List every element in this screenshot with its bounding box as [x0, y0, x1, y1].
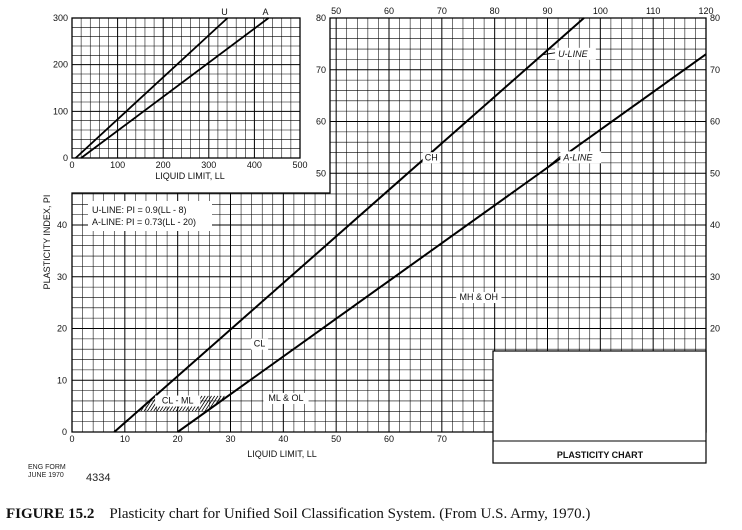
x-tick-bottom: 0 [69, 434, 74, 444]
chart-frames [71, 17, 707, 464]
y-tick-right: 60 [710, 117, 720, 127]
tick-labels: 0 10 20 30 40 50 60 70 50 60 70 80 90 100 110 120 0 10 20 3… [53, 6, 720, 444]
inset-series-label-u: U [221, 7, 228, 17]
hatch-line [137, 395, 139, 412]
figure-caption: FIGURE 15.2 Plasticity chart for Unified… [6, 506, 590, 523]
hatch-line [250, 396, 260, 412]
hatch-line [240, 396, 250, 412]
inset-y-tick: 100 [53, 106, 68, 116]
inset-y-tick: 300 [53, 13, 68, 23]
y-tick-right: 50 [710, 168, 720, 178]
equations-box [88, 201, 212, 231]
hatch-line [230, 396, 240, 412]
form-number: 4334 [86, 472, 111, 484]
y-tick-inner: 70 [316, 65, 326, 75]
y-tick-right: 80 [710, 13, 720, 23]
x-tick-top: 50 [331, 6, 341, 16]
y-tick-right: 30 [710, 272, 720, 282]
hatch-line [237, 396, 247, 412]
inset-y-tick: 200 [53, 60, 68, 70]
zone-label-backing [263, 392, 309, 404]
a-line [177, 53, 707, 433]
chart-lines [75, 17, 707, 433]
zone-label-backing [250, 338, 269, 350]
hatch-line [204, 395, 216, 412]
zone-label: CL - ML [162, 396, 194, 406]
y-axis-label: PLASTICITY INDEX, PI [42, 195, 52, 290]
inset-x-axis-label: LIQUID LIMIT, LL [155, 171, 225, 181]
inset-a-line [80, 17, 270, 159]
hatch-line [226, 395, 229, 412]
callout-leader [542, 52, 556, 56]
x-tick-top: 110 [646, 6, 660, 16]
x-tick-bottom: 50 [331, 434, 341, 444]
inset-y-tick: 0 [63, 153, 68, 163]
callout-backing [560, 151, 602, 164]
inset-chart-frame [71, 17, 301, 159]
title-block [492, 350, 707, 464]
x-tick-bottom: 70 [437, 434, 447, 444]
y-tick-left: 0 [62, 427, 67, 437]
zone-label-backing [456, 292, 502, 304]
hatch-line [198, 395, 209, 412]
main-chart-frame [71, 17, 707, 433]
inset-u-line [75, 17, 229, 159]
x-tick-bottom: 30 [225, 434, 235, 444]
x-tick-top: 70 [437, 6, 447, 16]
u-line [113, 17, 585, 433]
zone-label: CH [425, 152, 438, 162]
x-tick-top: 90 [542, 6, 552, 16]
x-tick-top: 100 [593, 6, 608, 16]
x-tick-bottom: 60 [384, 434, 394, 444]
inset-chart-grid [71, 17, 301, 159]
y-tick-inner: 80 [316, 13, 326, 23]
callout-label: U-LINE [558, 49, 589, 59]
x-tick-bottom: 40 [278, 434, 288, 444]
caption-label: FIGURE 15.2 [6, 506, 95, 522]
y-tick-inner: 60 [316, 117, 326, 127]
zone-label: ML & OL [268, 393, 303, 403]
hatch-line [125, 396, 135, 412]
x-axis-label: LIQUID LIMIT, LL [247, 449, 317, 459]
eng-form-label: ENG FORM JUNE 1970 [28, 464, 66, 480]
x-tick-top: 120 [698, 6, 713, 16]
y-tick-right: 20 [710, 324, 720, 334]
x-tick-bottom: 10 [120, 434, 130, 444]
y-tick-right: 40 [710, 220, 720, 230]
callout-label: A-LINE [562, 152, 593, 162]
x-tick-bottom: 20 [173, 434, 183, 444]
hatch-line [201, 395, 212, 412]
inset-series-label-a: A [263, 7, 269, 17]
caption-text: Plasticity chart for Unified Soil Classi… [109, 506, 591, 522]
y-tick-left: 10 [57, 375, 67, 385]
chart-title: PLASTICITY CHART [557, 450, 644, 460]
x-tick-top: 80 [490, 6, 500, 16]
zone-label-backing [422, 152, 440, 164]
hatch-line [234, 396, 244, 412]
y-tick-left: 30 [57, 272, 67, 282]
equation-text: A-LINE: PI = 0.73(LL - 20) [92, 217, 196, 227]
chart-text-labels: U A LIQUID LIMIT, LL LIQUID LIMIT, LL PLASTI… [42, 7, 644, 460]
y-tick-inner: 50 [316, 168, 326, 178]
eng-form-line2: JUNE 1970 [28, 472, 64, 479]
zone-label: CL [254, 339, 266, 349]
inset-x-tick: 500 [292, 160, 307, 170]
eng-form-line1: ENG FORM [28, 464, 66, 471]
inset-x-tick: 0 [69, 160, 74, 170]
inset-x-tick: 400 [247, 160, 262, 170]
zone-label: MH & OH [460, 292, 499, 302]
callout-backing [555, 47, 596, 60]
zone-label-backing [155, 395, 201, 407]
inset-x-tick: 200 [156, 160, 171, 170]
y-tick-left: 20 [57, 324, 67, 334]
equation-text: U-LINE: PI = 0.9(LL - 8) [92, 205, 186, 215]
y-tick-left: 40 [57, 220, 67, 230]
x-tick-top: 60 [384, 6, 394, 16]
callout-leader [541, 155, 561, 172]
inset-x-tick: 100 [110, 160, 125, 170]
y-tick-right: 70 [710, 65, 720, 75]
inset-x-tick: 300 [201, 160, 216, 170]
